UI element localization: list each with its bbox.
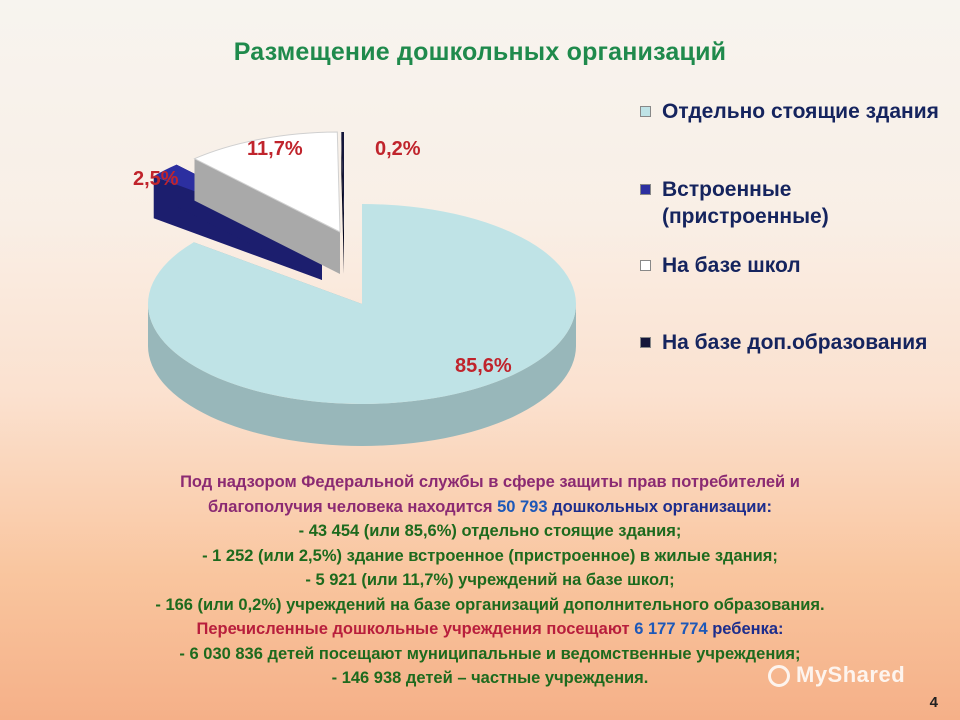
pie-slice-0	[147, 204, 577, 446]
summary-intro-a: Под надзором Федеральной службы в сфере …	[180, 473, 800, 491]
watermark-logo-icon	[768, 665, 790, 688]
legend-label-additional-ed: На базе доп.образования	[662, 331, 928, 354]
summary-children-b: ребенка:	[712, 620, 784, 638]
pie-label-2: 11,7%	[247, 138, 303, 160]
summary-line-1: Под надзором Федеральной службы в сфере …	[40, 470, 940, 495]
legend-label-freestanding: Отдельно стоящие здания	[662, 100, 939, 123]
page-number: 4	[929, 694, 938, 711]
pie-slice-wall-0	[148, 304, 576, 446]
summary-intro-c: дошкольных организации:	[552, 497, 772, 516]
summary-item-municipal: - 6 030 836 детей посещают муниципальные…	[179, 644, 801, 663]
summary-item-private: - 146 938 детей – частные учреждения.	[331, 669, 649, 687]
pie-chart: 85,6% 2,5% 11,7% 0,2%	[133, 131, 577, 446]
watermark-text: MyShared	[796, 662, 906, 687]
summary-intro-b: благополучия человека находится	[208, 497, 493, 516]
pie-slice-top-3	[341, 132, 344, 232]
pie-label-0: 85,6%	[455, 355, 512, 377]
summary-line-2: благополучия человека находится 50 793 д…	[40, 495, 940, 520]
legend-swatch-freestanding	[640, 106, 651, 117]
watermark: MyShared	[768, 662, 905, 688]
legend-swatch-additional-ed	[640, 337, 651, 348]
pie-slice-top-2	[193, 131, 341, 233]
legend-label-built-in: Встроенные (пристроенные)	[662, 178, 829, 228]
pie-slice-face-3-0	[341, 132, 344, 274]
pie-slice-face-2-0	[194, 158, 340, 274]
legend-swatch-schools	[640, 260, 651, 271]
summary-item-additional-ed: - 166 (или 0,2%) учреждений на базе орга…	[155, 595, 825, 614]
pie-slice-2	[193, 131, 341, 274]
pie-slice-3	[341, 132, 344, 274]
pie-label-3: 0,2%	[375, 138, 421, 160]
page-title: Размещение дошкольных организаций	[233, 38, 727, 66]
summary-item-freestanding: - 43 454 (или 85,6%) отдельно стоящие зд…	[298, 522, 682, 540]
legend-label-schools: На базе школ	[662, 254, 801, 277]
legend-swatch-built-in	[640, 184, 651, 195]
pie-slice-top-0	[147, 204, 577, 404]
summary-line-children: Перечисленные дошкольные учреждения посе…	[40, 617, 940, 642]
summary-total-children: 6 177 774	[634, 620, 708, 638]
summary-item-schools: - 5 921 (или 11,7%) учреждений на базе ш…	[305, 571, 675, 589]
summary-total-orgs: 50 793	[497, 497, 548, 516]
pie-label-1: 2,5%	[133, 168, 179, 190]
summary-text: Под надзором Федеральной службы в сфере …	[40, 470, 940, 691]
summary-children-a: Перечисленные дошкольные учреждения посе…	[196, 620, 630, 638]
summary-item-built-in: - 1 252 (или 2,5%) здание встроенное (пр…	[202, 546, 778, 565]
